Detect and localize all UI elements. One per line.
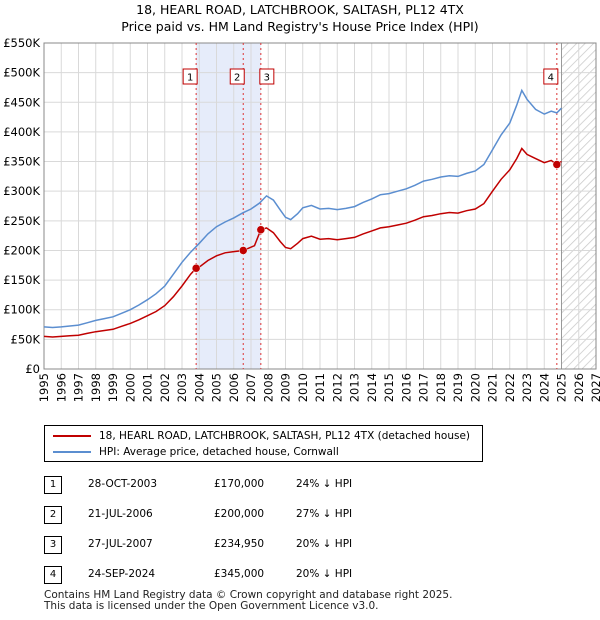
x-tick-label: 2006: [227, 373, 241, 402]
sale-row: 4 24-SEP-2024 £345,000 20% ↓ HPI: [44, 566, 544, 584]
x-tick-label: 2023: [520, 373, 534, 402]
x-tick-label: 1998: [89, 373, 103, 402]
legend-swatch-property: [53, 435, 91, 437]
x-tick-label: 2011: [313, 373, 327, 402]
sale-price: £170,000: [214, 478, 265, 490]
x-tick-label: 2018: [434, 373, 448, 402]
chart-title: 18, HEARL ROAD, LATCHBROOK, SALTASH, PL1…: [136, 2, 464, 17]
sale-hpi-diff: 24% ↓ HPI: [296, 478, 353, 490]
sale-number-label: 2: [234, 73, 240, 84]
x-tick-label: 2003: [175, 373, 189, 402]
x-tick-label: 2007: [244, 373, 258, 402]
x-tick-label: 2012: [330, 373, 344, 402]
x-tick-label: 2000: [123, 373, 137, 402]
sale-row: 2 21-JUL-2006 £200,000 27% ↓ HPI: [44, 506, 544, 524]
chart-subtitle: Price paid vs. HM Land Registry's House …: [121, 19, 478, 34]
x-tick-label: 2021: [486, 373, 500, 402]
x-tick-label: 2002: [158, 373, 172, 402]
y-tick-label: £450K: [3, 95, 40, 109]
x-tick-label: 2015: [382, 373, 396, 402]
y-tick-label: £350K: [3, 155, 40, 169]
x-tick-label: 2026: [572, 373, 586, 402]
sale-date: 28-OCT-2003: [88, 478, 157, 490]
sale-date: 24-SEP-2024: [88, 568, 156, 580]
legend-swatch-hpi: [53, 451, 91, 453]
ownership-shaded-range: [196, 43, 261, 369]
sale-price: £234,950: [214, 538, 265, 550]
x-tick-label: 2010: [296, 373, 310, 402]
sale-number-box: [259, 68, 275, 85]
x-tick-label: 2001: [141, 373, 155, 402]
sale-row: 3 27-JUL-2007 £234,950 20% ↓ HPI: [44, 536, 544, 554]
y-tick-label: £150K: [3, 273, 40, 287]
x-tick-label: 2014: [365, 373, 379, 402]
y-tick-label: £100K: [3, 303, 40, 317]
sale-point: [191, 263, 201, 273]
x-tick-label: 2020: [468, 373, 482, 402]
footer-line-copyright: Contains HM Land Registry data © Crown c…: [44, 589, 453, 601]
legend-label-hpi: HPI: Average price, detached house, Corn…: [99, 446, 339, 458]
sale-point: [256, 225, 266, 234]
y-tick-label: £500K: [3, 66, 40, 80]
sale-number-label: 4: [548, 73, 554, 84]
legend-item-hpi: HPI: Average price, detached house, Corn…: [53, 445, 339, 459]
sale-number-badge: 3: [44, 536, 62, 554]
sale-hpi-diff: 20% ↓ HPI: [296, 568, 353, 580]
price-chart: 18, HEARL ROAD, LATCHBROOK, SALTASH, PL1…: [3, 2, 600, 402]
footer-license: Contains HM Land Registry data © Crown c…: [44, 590, 452, 612]
sale-point: [552, 160, 562, 169]
sale-hpi-diff: 27% ↓ HPI: [296, 508, 353, 520]
sale-hpi-diff: 20% ↓ HPI: [296, 538, 353, 550]
legend-label-property: 18, HEARL ROAD, LATCHBROOK, SALTASH, PL1…: [99, 430, 471, 442]
footer-line-licence: This data is licensed under the Open Gov…: [44, 600, 379, 612]
sale-price: £200,000: [214, 508, 265, 520]
legend-item-property: 18, HEARL ROAD, LATCHBROOK, SALTASH, PL1…: [53, 429, 470, 443]
property-series-line: [43, 147, 562, 338]
sale-number-badge: 4: [44, 566, 62, 584]
x-tick-label: 2016: [399, 373, 413, 402]
plot-border: [43, 42, 597, 370]
sale-number-box: [229, 68, 245, 85]
x-tick-label: 1999: [106, 373, 120, 402]
x-tick-label: 2008: [261, 373, 275, 402]
x-tick-label: 2009: [279, 373, 293, 402]
sale-number-label: 1: [187, 73, 193, 84]
y-tick-label: £50K: [11, 332, 41, 346]
x-tick-label: 2022: [503, 373, 517, 402]
x-tick-label: 2013: [348, 373, 362, 402]
sale-number-badge: 2: [44, 506, 62, 524]
x-tick-label: 2027: [589, 373, 600, 402]
x-tick-label: 1997: [72, 373, 86, 402]
sale-point: [238, 246, 248, 255]
sale-number-box: [182, 68, 198, 85]
sale-date: 21-JUL-2006: [88, 508, 153, 520]
y-tick-label: £550K: [3, 36, 40, 50]
y-tick-label: £250K: [3, 214, 40, 228]
sale-number-box: [543, 68, 559, 85]
y-tick-label: £300K: [3, 184, 40, 198]
y-tick-label: £0: [25, 362, 40, 376]
sale-price: £345,000: [214, 568, 265, 580]
x-tick-label: 2004: [192, 373, 206, 402]
sale-date: 27-JUL-2007: [88, 538, 153, 550]
x-tick-label: 2024: [537, 373, 551, 402]
chart-legend: 18, HEARL ROAD, LATCHBROOK, SALTASH, PL1…: [44, 425, 483, 462]
sale-row: 1 28-OCT-2003 £170,000 24% ↓ HPI: [44, 476, 544, 494]
sale-number-label: 3: [264, 73, 270, 84]
x-tick-label: 2019: [451, 373, 465, 402]
x-tick-label: 2025: [555, 373, 569, 402]
sale-number-badge: 1: [44, 476, 62, 494]
x-tick-label: 2005: [210, 373, 224, 402]
x-tick-label: 2017: [417, 373, 431, 402]
y-tick-label: £200K: [3, 243, 40, 257]
hpi-series-line: [43, 88, 563, 329]
x-tick-label: 1996: [54, 373, 68, 402]
x-tick-label: 1995: [37, 373, 51, 402]
y-tick-label: £400K: [3, 125, 40, 139]
